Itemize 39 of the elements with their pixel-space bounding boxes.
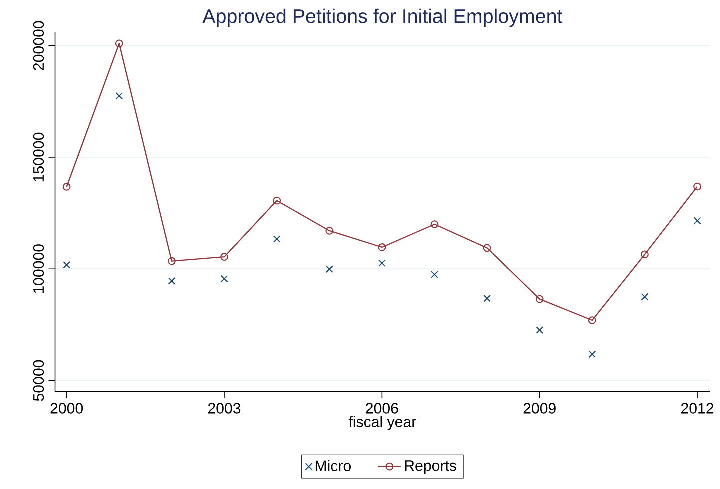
legend-label: Reports bbox=[405, 460, 456, 474]
point bbox=[273, 196, 282, 205]
point bbox=[431, 270, 438, 278]
y-tick-label: 100000 bbox=[33, 244, 44, 293]
y-tick-label: 50000 bbox=[33, 360, 44, 401]
point bbox=[220, 252, 228, 261]
y-tick-label: 200000 bbox=[33, 21, 44, 70]
x-tick-label: 2009 bbox=[524, 402, 556, 414]
point bbox=[326, 265, 334, 273]
point bbox=[62, 182, 71, 191]
point bbox=[326, 226, 334, 235]
point bbox=[115, 40, 124, 48]
point bbox=[641, 250, 649, 258]
point bbox=[588, 350, 596, 358]
point bbox=[63, 261, 71, 269]
point bbox=[588, 316, 596, 324]
point bbox=[116, 92, 124, 100]
x-axis-title: fiscal year bbox=[348, 416, 416, 430]
x-tick-label: 2012 bbox=[682, 402, 714, 414]
point bbox=[694, 182, 702, 190]
point bbox=[220, 275, 228, 282]
point bbox=[694, 217, 702, 224]
legend-label: Micro bbox=[316, 460, 351, 472]
point bbox=[168, 257, 176, 266]
point bbox=[641, 293, 649, 301]
point bbox=[378, 243, 386, 252]
x-tick-label: 2003 bbox=[208, 402, 241, 414]
y-tick-label: 150000 bbox=[33, 132, 44, 182]
point bbox=[536, 295, 544, 304]
point bbox=[378, 259, 386, 267]
point bbox=[430, 220, 439, 228]
x-tick-label: 2000 bbox=[50, 402, 84, 414]
point bbox=[273, 235, 281, 243]
point bbox=[484, 294, 491, 302]
point bbox=[483, 244, 492, 252]
point bbox=[536, 326, 544, 334]
x-tick-label: 2006 bbox=[366, 402, 398, 414]
point bbox=[168, 277, 176, 285]
chart-title: Approved Petitions for Initial Employment bbox=[202, 8, 563, 28]
